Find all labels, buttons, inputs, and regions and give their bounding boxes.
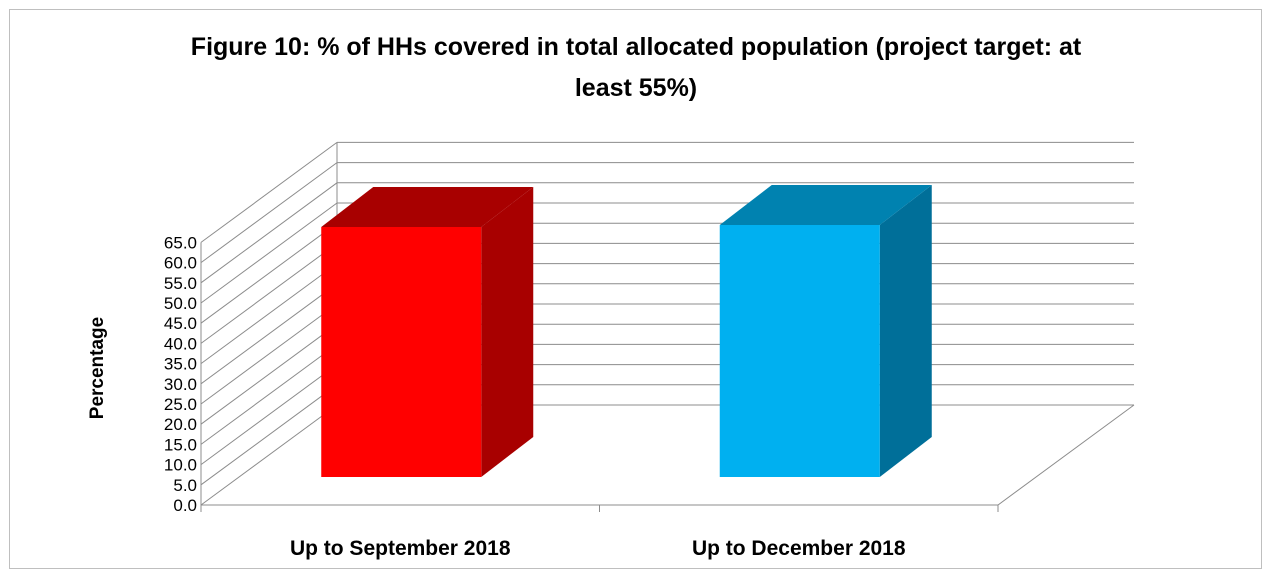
side-gridline bbox=[200, 182, 338, 284]
y-tick-label: 65.0 bbox=[164, 233, 197, 252]
y-tick-label: 20.0 bbox=[164, 415, 197, 434]
bar-front-face bbox=[719, 225, 880, 477]
bar-2 bbox=[719, 185, 932, 477]
bars bbox=[321, 185, 932, 477]
bar-top-face bbox=[719, 185, 932, 225]
side-gridline bbox=[200, 141, 338, 243]
y-tick-label: 50.0 bbox=[164, 294, 197, 313]
x-category-label: Up to September 2018 bbox=[290, 537, 511, 560]
chart-title-line-1: Figure 10: % of HHs covered in total all… bbox=[191, 33, 1082, 61]
y-tick-label: 25.0 bbox=[164, 395, 197, 414]
y-tick-label: 55.0 bbox=[164, 274, 197, 293]
bar-front-face bbox=[321, 227, 482, 477]
side-gridline bbox=[200, 202, 338, 304]
y-tick-label: 10.0 bbox=[164, 456, 197, 475]
side-gridline bbox=[200, 323, 338, 425]
bar-side-face bbox=[879, 185, 932, 477]
y-tick-label: 35.0 bbox=[164, 355, 197, 374]
side-gridline bbox=[200, 162, 338, 264]
side-gridline bbox=[200, 303, 338, 405]
bar-side-face bbox=[481, 187, 534, 477]
chart-title-line-2: least 55%) bbox=[575, 74, 697, 102]
side-gridline bbox=[200, 222, 338, 324]
y-tick-label: 0.0 bbox=[173, 496, 197, 515]
y-tick-labels: 0.05.010.0 15.020.025.030.035.0 40.045.050… bbox=[164, 233, 197, 515]
side-gridline bbox=[200, 384, 338, 486]
side-gridline bbox=[200, 404, 338, 506]
side-gridline bbox=[200, 343, 338, 445]
side-gridline bbox=[200, 283, 338, 385]
y-tick-label: 60.0 bbox=[164, 254, 197, 273]
x-category-labels: Up to September 2018 Up to December 2018 bbox=[290, 537, 906, 560]
y-axis-label: Percentage bbox=[87, 317, 108, 419]
y-tick-label: 40.0 bbox=[164, 334, 197, 353]
x-category-label: Up to December 2018 bbox=[692, 537, 906, 560]
bar-1 bbox=[321, 187, 534, 477]
y-tick-label: 30.0 bbox=[164, 375, 197, 394]
y-tick-label: 45.0 bbox=[164, 314, 197, 333]
y-tick-label: 15.0 bbox=[164, 435, 197, 454]
chart-border bbox=[9, 9, 1262, 569]
side-gridline bbox=[200, 263, 338, 365]
side-gridline bbox=[200, 364, 338, 466]
y-tick-label: 5.0 bbox=[173, 476, 197, 495]
bar-top-face bbox=[321, 187, 534, 227]
side-gridline bbox=[200, 242, 338, 344]
